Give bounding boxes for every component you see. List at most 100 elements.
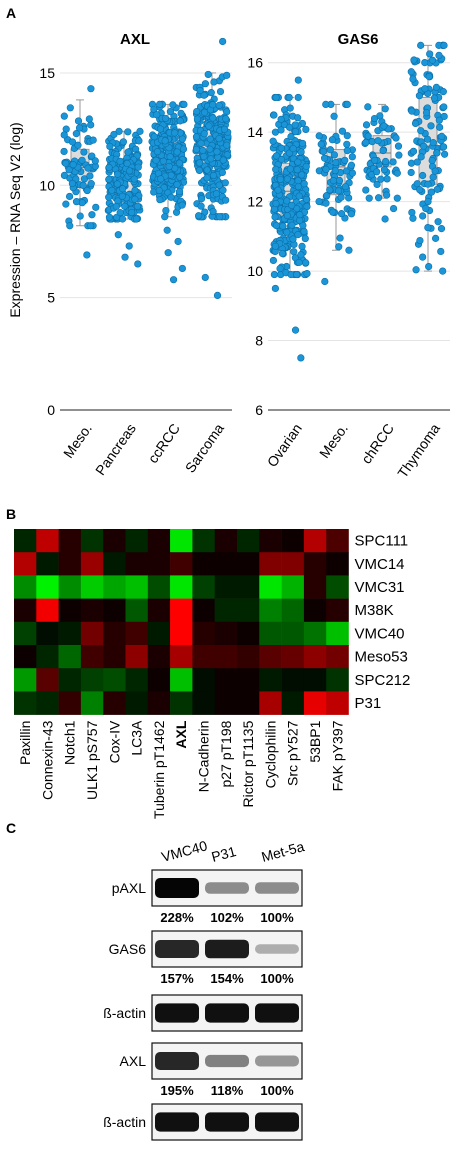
- data-point: [156, 196, 164, 204]
- heatmap-cell: [303, 691, 327, 715]
- data-point: [75, 124, 84, 132]
- heatmap-cell: [80, 598, 104, 623]
- data-point: [295, 192, 303, 200]
- heatmap-cell: [36, 529, 59, 553]
- heatmap-cell: [259, 598, 282, 623]
- data-point: [368, 138, 376, 146]
- data-point: [199, 146, 207, 155]
- heatmap-cell: [58, 668, 82, 692]
- data-point: [206, 145, 214, 153]
- data-point: [218, 168, 226, 177]
- data-point: [105, 175, 113, 183]
- data-point: [205, 122, 213, 130]
- data-point: [272, 221, 281, 230]
- data-point: [328, 136, 336, 144]
- data-point: [293, 166, 301, 174]
- panel-label-a: A: [6, 5, 16, 21]
- data-point: [80, 148, 88, 156]
- heatmap-cell: [214, 552, 238, 576]
- protein-heatmap: SPC111 VMC14 VMC31 M38K VMC40 Meso53 SPC212 P31…: [14, 529, 410, 819]
- outlier-point: [389, 204, 398, 213]
- data-point: [411, 119, 420, 127]
- data-point: [118, 215, 127, 223]
- blot-band: [205, 1054, 249, 1068]
- data-point: [317, 140, 325, 148]
- heatmap-cell: [259, 552, 282, 576]
- data-point: [133, 202, 142, 210]
- data-point: [422, 204, 430, 213]
- data-point: [381, 157, 390, 166]
- heatmap-cell: [281, 552, 305, 576]
- heatmap-cell: [326, 668, 349, 692]
- heatmap-column-label: Tuberin pT1462: [151, 720, 167, 819]
- data-point: [431, 167, 439, 175]
- data-point: [203, 166, 211, 174]
- data-point: [86, 172, 94, 180]
- data-point: [300, 227, 308, 236]
- outlier-point: [297, 354, 305, 362]
- heatmap-cell: [326, 552, 349, 576]
- data-point: [116, 209, 124, 217]
- data-point: [167, 171, 175, 179]
- data-point: [322, 165, 330, 174]
- data-point: [177, 109, 185, 117]
- data-point: [362, 186, 370, 194]
- data-point: [130, 175, 138, 183]
- data-point: [413, 158, 421, 166]
- data-point: [274, 186, 282, 194]
- data-point: [215, 101, 223, 110]
- outlier-point: [83, 251, 91, 259]
- data-point: [88, 211, 96, 219]
- heatmap-cell: [80, 529, 104, 553]
- data-point: [335, 176, 344, 185]
- heatmap-cell: [58, 645, 82, 669]
- data-point: [437, 247, 445, 256]
- heatmap-row-label: M38K: [355, 602, 394, 619]
- data-point: [105, 193, 113, 201]
- data-point: [302, 162, 310, 171]
- heatmap-cell: [259, 645, 282, 669]
- y-tick-label: 6: [255, 402, 263, 418]
- heatmap-cell: [80, 668, 104, 692]
- data-point: [278, 249, 286, 258]
- heatmap-column-label: AXL: [173, 720, 189, 748]
- data-point: [207, 155, 215, 163]
- heatmap-cell: [214, 691, 238, 715]
- heatmap-row-label: SPC212: [355, 672, 411, 689]
- data-point: [286, 165, 294, 173]
- data-point: [126, 167, 134, 175]
- outlier-point: [321, 277, 329, 286]
- data-point: [408, 107, 416, 115]
- data-point: [62, 200, 70, 208]
- data-point: [74, 141, 82, 149]
- outlier-point: [169, 276, 178, 284]
- blot-percentage: 195%: [160, 1083, 194, 1098]
- heatmap-cell: [80, 691, 104, 715]
- data-point: [272, 199, 280, 208]
- data-point: [437, 225, 446, 233]
- blot-strip: ß-actin: [103, 994, 303, 1032]
- data-point: [66, 104, 74, 112]
- data-point: [370, 114, 379, 123]
- blot-band: [255, 882, 299, 894]
- data-point: [209, 171, 218, 180]
- data-point: [427, 188, 436, 196]
- heatmap-cell: [147, 691, 171, 715]
- blot-percentage: 118%: [211, 1083, 244, 1098]
- outlier-point: [121, 253, 129, 261]
- data-point: [364, 132, 372, 140]
- heatmap-cell: [281, 645, 305, 669]
- heatmap-cell: [14, 621, 37, 646]
- data-point: [134, 163, 142, 171]
- data-point: [341, 183, 350, 191]
- data-point: [319, 147, 327, 156]
- blot-band: [255, 1055, 299, 1067]
- data-point: [124, 148, 132, 156]
- data-point: [293, 205, 301, 213]
- data-point: [362, 121, 371, 129]
- data-point: [436, 123, 444, 131]
- data-point: [303, 269, 311, 278]
- data-point: [302, 259, 310, 267]
